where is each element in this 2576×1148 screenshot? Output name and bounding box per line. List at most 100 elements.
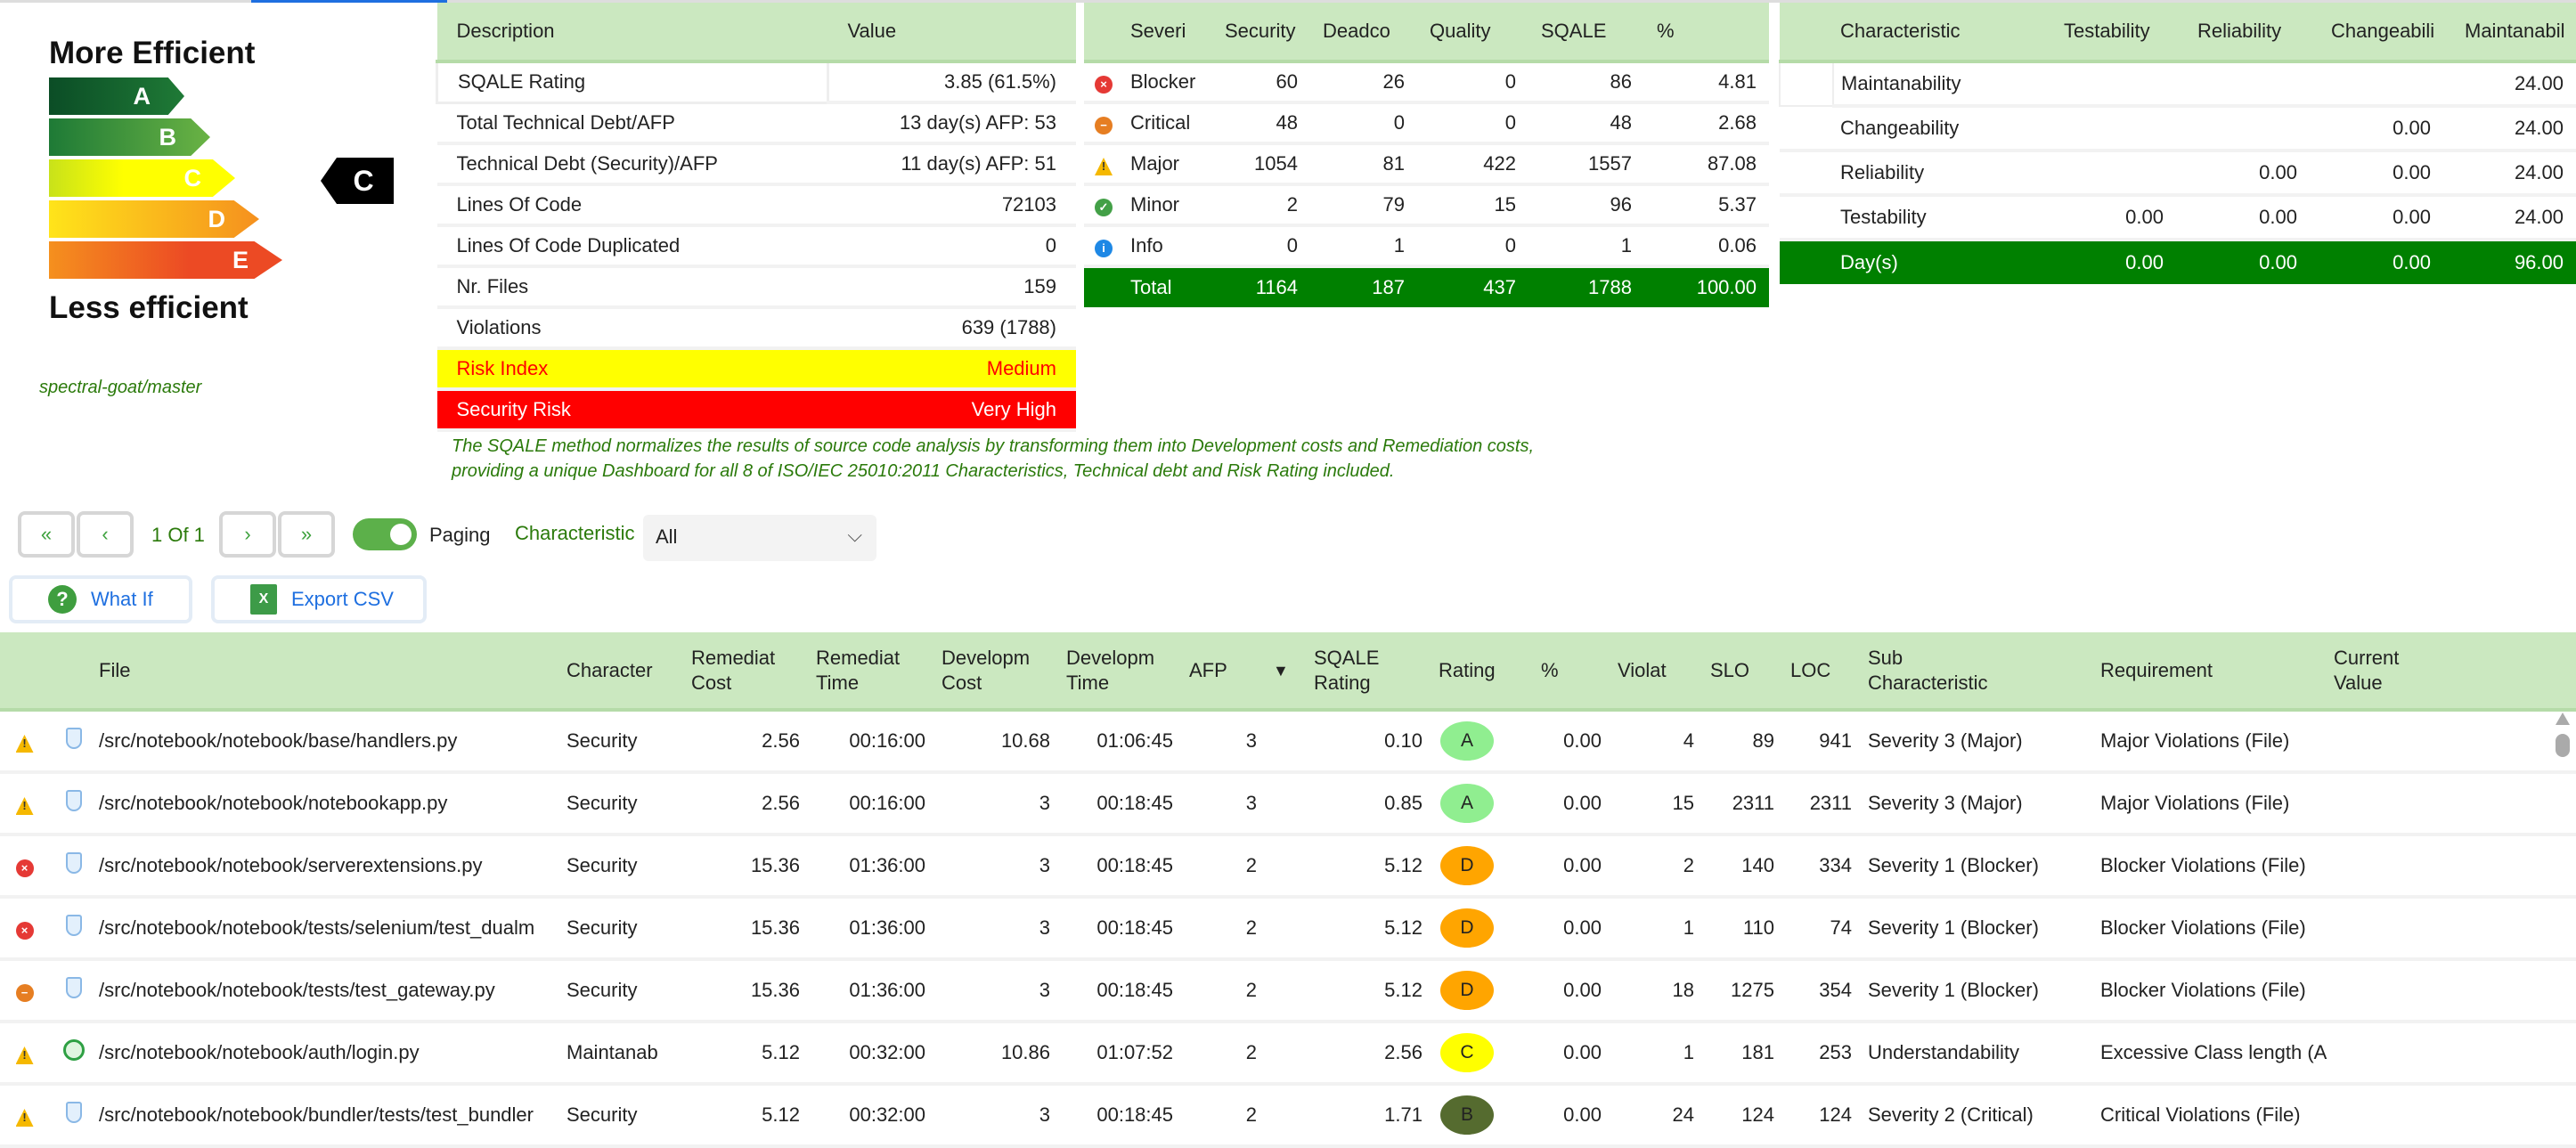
- table-col-header[interactable]: Violat: [1618, 632, 1710, 712]
- security-shield-icon: [66, 977, 82, 998]
- cell-dc: 3: [942, 959, 1066, 1023]
- table-row[interactable]: ! /src/notebook/notebook/bundler/tests/te…: [0, 1084, 2576, 1148]
- sort-spacer: [1273, 1022, 1314, 1086]
- characteristic-value: 24.00: [2443, 195, 2576, 241]
- table-col-header[interactable]: LOC: [1790, 632, 1868, 712]
- type-icon-cell: [49, 772, 99, 836]
- severity-col-header: SQALE: [1528, 3, 1644, 63]
- table-col-header[interactable]: [0, 632, 49, 712]
- header-word: Remediat: [691, 646, 776, 669]
- cell-sub: Severity 3 (Major): [1868, 772, 2100, 836]
- next-page-button[interactable]: ›: [219, 511, 276, 558]
- row-spacer: [1780, 151, 1833, 197]
- row-spacer: [1779, 61, 1834, 107]
- cell-loc: 74: [1790, 897, 1868, 961]
- header-word: Characteristic: [1868, 671, 1988, 694]
- cell-sqale: 5.12: [1314, 959, 1439, 1023]
- header-line: Remediat Cost: [691, 646, 816, 696]
- prev-page-button[interactable]: ‹: [77, 511, 134, 558]
- description-line-1: The SQALE method normalizes the results …: [452, 436, 1535, 456]
- first-page-button[interactable]: «: [18, 511, 75, 558]
- cell-file: /src/notebook/notebook/notebookapp.py: [99, 772, 567, 836]
- table-col-header[interactable]: Character: [567, 632, 691, 712]
- vertical-scrollbar[interactable]: [2555, 712, 2571, 766]
- cell-afp: 2: [1189, 897, 1273, 961]
- severity-row: i Info 0 1 0 1 0.06: [1084, 225, 1769, 268]
- cell-char: Security: [567, 959, 691, 1023]
- sort-spacer: [1273, 710, 1314, 774]
- header-word: Cost: [691, 671, 732, 694]
- table-col-header[interactable]: Sub Characteristic: [1868, 632, 2100, 712]
- characteristic-value: 0.00: [2310, 195, 2443, 241]
- header-word: Time: [816, 671, 860, 694]
- last-page-button[interactable]: »: [278, 511, 335, 558]
- table-col-header[interactable]: File: [99, 632, 567, 712]
- type-icon-cell: [49, 897, 99, 961]
- severity-value: 1054: [1212, 143, 1310, 186]
- paging-toggle[interactable]: [353, 518, 417, 550]
- table-col-header[interactable]: Developm Time: [1066, 632, 1189, 712]
- cell-file: /src/notebook/notebook/tests/selenium/te…: [99, 897, 567, 961]
- table-col-header[interactable]: %: [1541, 632, 1618, 712]
- summary-row: Risk Index Medium: [436, 348, 1076, 391]
- summary-description: Security Risk: [436, 389, 828, 432]
- table-row[interactable]: !/src/notebook/notebook/notebookapp.py Se…: [0, 772, 2576, 836]
- question-icon: ?: [48, 585, 77, 614]
- table-col-header[interactable]: Current Value: [2334, 632, 2576, 712]
- table-col-header[interactable]: Remediat Cost: [691, 632, 816, 712]
- cell-loc: 253: [1790, 1022, 1868, 1086]
- severity-col-header: Quality: [1417, 3, 1528, 63]
- cell-rc: 5.12: [691, 1084, 816, 1148]
- violations-table: File Character Remediat Cost Remediat Time Dev…: [0, 632, 2576, 1148]
- export-csv-button[interactable]: X Export CSV: [211, 575, 427, 623]
- table-col-header[interactable]: Remediat Time: [816, 632, 942, 712]
- characteristic-col-header: Reliability: [2176, 3, 2310, 63]
- severity-name: Major: [1123, 143, 1212, 186]
- type-icon-cell: [49, 1022, 99, 1086]
- table-col-header[interactable]: Rating: [1439, 632, 1541, 712]
- table-row[interactable]: − /src/notebook/notebook/tests/test_gatew…: [0, 959, 2576, 1023]
- cell-dt: 00:18:45: [1066, 835, 1189, 899]
- what-if-button[interactable]: ? What If: [9, 575, 192, 623]
- header-line: SQALE Rating: [1314, 646, 1439, 696]
- characteristic-select[interactable]: All ⌵: [643, 515, 876, 561]
- table-row[interactable]: ! /src/notebook/notebook/auth/login.py Mai…: [0, 1022, 2576, 1086]
- severity-value: 86: [1528, 61, 1644, 104]
- cell-rc: 2.56: [691, 710, 816, 774]
- table-col-header[interactable]: Developm Cost: [942, 632, 1066, 712]
- severity-icon-cell: −: [1084, 102, 1123, 145]
- security-shield-icon: [66, 1102, 82, 1123]
- major-icon: !: [15, 1109, 34, 1127]
- cell-pct: 0.00: [1541, 1084, 1618, 1148]
- table-col-header[interactable]: AFP: [1189, 632, 1273, 712]
- table-col-header[interactable]: SQALE Rating: [1314, 632, 1439, 712]
- severity-value: 0: [1212, 225, 1310, 268]
- cell-char: Maintanab: [567, 1022, 691, 1086]
- cell-afp: 3: [1189, 710, 1273, 774]
- header-line: Developm Cost: [942, 646, 1066, 696]
- table-col-header[interactable]: Requirement: [2100, 632, 2334, 712]
- rating-badge: A: [1440, 721, 1494, 761]
- severity-total-value: 1788: [1528, 266, 1644, 307]
- severity-value: 2: [1212, 184, 1310, 227]
- severity-icon-cell: !: [0, 710, 49, 774]
- severity-row: × Blocker 60 26 0 86 4.81: [1084, 61, 1769, 104]
- table-col-header[interactable]: SLO: [1710, 632, 1790, 712]
- characteristic-value: [2176, 61, 2310, 108]
- summary-value: Very High: [827, 389, 1076, 432]
- table-row[interactable]: × /src/notebook/notebook/tests/selenium/t…: [0, 897, 2576, 961]
- table-col-header[interactable]: [49, 632, 99, 712]
- characteristic-value: 0.00: [2310, 151, 2443, 197]
- characteristic-filter-label: Characteristic: [515, 522, 635, 544]
- summary-value: 11 day(s) AFP: 51: [827, 143, 1076, 186]
- table-col-header[interactable]: ▼: [1273, 632, 1314, 712]
- cell-dc: 10.68: [942, 710, 1066, 774]
- table-row[interactable]: ! /src/notebook/notebook/base/handlers.py…: [0, 710, 2576, 774]
- cell-req: Critical Violations (File): [2100, 1084, 2334, 1148]
- row-spacer: [1780, 106, 1833, 152]
- cell-loc: 334: [1790, 835, 1868, 899]
- less-efficient-label: Less efficient: [49, 290, 249, 325]
- characteristic-value: 24.00: [2443, 61, 2576, 108]
- what-if-label: What If: [91, 588, 153, 610]
- table-row[interactable]: × /src/notebook/notebook/serverextensions…: [0, 835, 2576, 899]
